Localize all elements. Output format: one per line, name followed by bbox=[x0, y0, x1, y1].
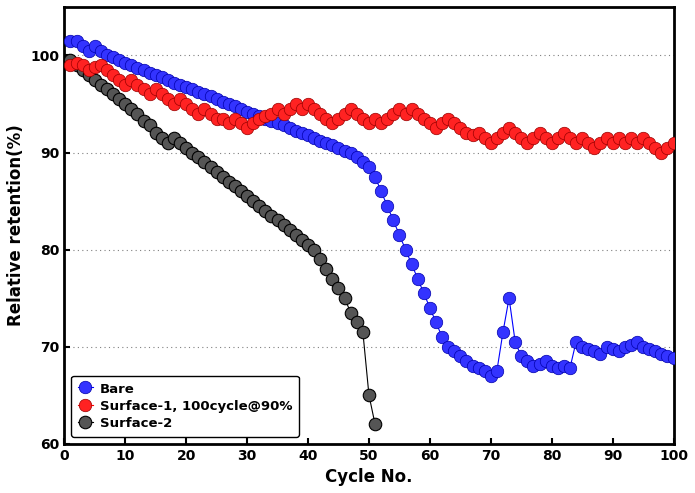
Surface-2 bbox=[365, 392, 373, 398]
Surface-1, 100cycle@90% bbox=[432, 125, 440, 131]
Bare bbox=[206, 93, 215, 99]
Surface-1, 100cycle@90% bbox=[669, 140, 678, 146]
Surface-2 bbox=[371, 422, 379, 427]
Surface-1, 100cycle@90% bbox=[188, 106, 197, 112]
Line: Bare: Bare bbox=[64, 35, 680, 382]
Surface-1, 100cycle@90% bbox=[627, 135, 635, 141]
Y-axis label: Relative retention(%): Relative retention(%) bbox=[7, 124, 25, 326]
Surface-2 bbox=[158, 135, 166, 141]
Surface-2 bbox=[268, 212, 276, 218]
Surface-1, 100cycle@90% bbox=[657, 149, 666, 155]
Surface-1, 100cycle@90% bbox=[72, 60, 81, 66]
Bare bbox=[627, 342, 635, 348]
Surface-2 bbox=[164, 140, 172, 146]
Line: Surface-1, 100cycle@90%: Surface-1, 100cycle@90% bbox=[64, 57, 680, 159]
Surface-2 bbox=[286, 227, 294, 233]
Legend: Bare, Surface-1, 100cycle@90%, Surface-2: Bare, Surface-1, 100cycle@90%, Surface-2 bbox=[71, 376, 299, 437]
Bare bbox=[182, 84, 190, 90]
Surface-2 bbox=[133, 111, 142, 117]
Bare bbox=[486, 373, 495, 379]
Surface-2 bbox=[66, 57, 74, 63]
Surface-1, 100cycle@90% bbox=[66, 62, 74, 68]
X-axis label: Cycle No.: Cycle No. bbox=[325, 468, 413, 486]
Surface-1, 100cycle@90% bbox=[213, 115, 221, 121]
Bare bbox=[377, 188, 385, 194]
Bare bbox=[66, 38, 74, 44]
Bare bbox=[426, 305, 434, 311]
Surface-1, 100cycle@90% bbox=[645, 140, 653, 146]
Surface-1, 100cycle@90% bbox=[383, 115, 391, 121]
Bare bbox=[669, 355, 678, 361]
Line: Surface-2: Surface-2 bbox=[64, 54, 382, 430]
Bare bbox=[645, 346, 653, 352]
